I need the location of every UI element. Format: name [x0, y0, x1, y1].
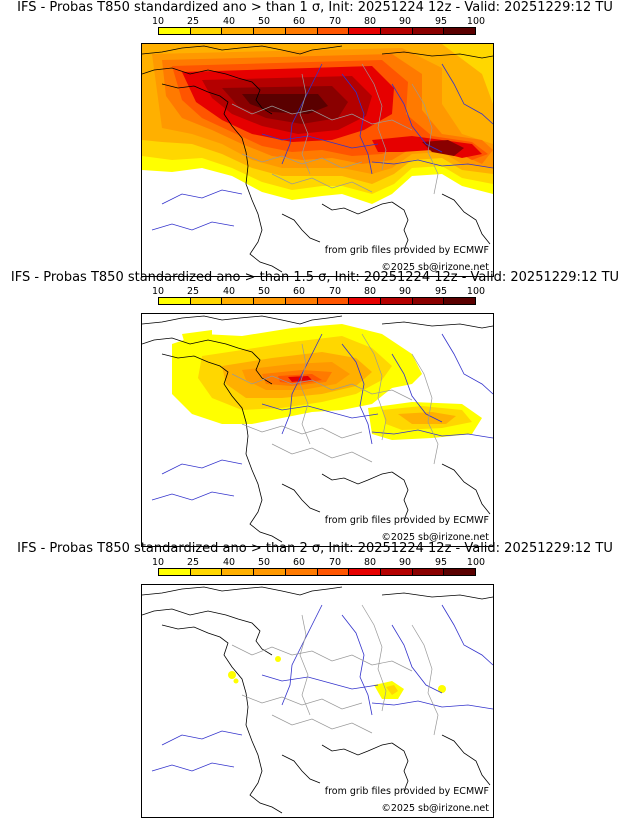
- colorbar-swatch: [444, 298, 476, 304]
- colorbar-label: 25: [186, 286, 200, 297]
- colorbar-swatch: [349, 569, 381, 575]
- colorbar-swatch: [159, 298, 191, 304]
- colorbar-label: 90: [398, 286, 412, 297]
- colorbar-swatch: [285, 28, 318, 34]
- colorbar-swatch: [190, 298, 223, 304]
- colorbar-label: 90: [398, 16, 412, 27]
- prob-area-80: [288, 376, 312, 382]
- source-credit: from grib files provided by ECMWF: [324, 515, 489, 526]
- colorbar-label: 90: [398, 557, 412, 568]
- colorbar-swatch: [254, 298, 286, 304]
- probability-map: from grib files provided by ECMWF ©2025 …: [141, 43, 494, 277]
- colorbar-swatch: [222, 28, 255, 34]
- probability-map: from grib files provided by ECMWF ©2025 …: [141, 313, 494, 547]
- colorbar-swatch: [317, 28, 350, 34]
- colorbar-swatch: [380, 298, 413, 304]
- colorbar-label: 95: [434, 286, 448, 297]
- colorbar: [158, 568, 476, 576]
- colorbar-label: 100: [466, 557, 486, 568]
- colorbar-label: 80: [363, 286, 377, 297]
- colorbar-label: 95: [434, 557, 448, 568]
- prob-area-40b: [398, 412, 456, 424]
- colorbar-swatch: [285, 298, 318, 304]
- colorbar-label: 80: [363, 557, 377, 568]
- colorbar-label: 70: [328, 557, 342, 568]
- colorbar-label: 40: [222, 16, 236, 27]
- colorbar-swatch: [159, 569, 191, 575]
- colorbar-swatch: [412, 298, 445, 304]
- colorbar-swatch: [317, 569, 350, 575]
- colorbar-label: 60: [292, 557, 306, 568]
- prob-spot-2: [275, 656, 281, 662]
- colorbar-label: 10: [151, 286, 165, 297]
- colorbar-swatch: [412, 28, 445, 34]
- copyright-credit: ©2025 sb@irizone.net: [381, 803, 489, 814]
- prob-spot-4: [438, 685, 446, 693]
- colorbar-label: 40: [222, 286, 236, 297]
- colorbar-swatch: [254, 28, 286, 34]
- colorbar-swatch: [190, 569, 223, 575]
- colorbar-label: 50: [257, 557, 271, 568]
- colorbar-swatch: [222, 569, 255, 575]
- copyright-credit: ©2025 sb@irizone.net: [381, 262, 489, 273]
- panel-title: IFS - Probas T850 standardized ano > tha…: [10, 270, 620, 285]
- prob-area-95b: [422, 140, 464, 156]
- colorbar-label: 10: [151, 557, 165, 568]
- colorbar-label: 100: [466, 286, 486, 297]
- map-panel-2sigma: IFS - Probas T850 standardized ano > tha…: [0, 541, 630, 818]
- colorbar-label: 70: [328, 16, 342, 27]
- colorbar-label: 50: [257, 16, 271, 27]
- colorbar-label: 25: [186, 557, 200, 568]
- colorbar-label: 10: [151, 16, 165, 27]
- prob-spot-5: [233, 678, 239, 684]
- colorbar-label: 100: [466, 16, 486, 27]
- colorbar-labels: 10 25 40 50 60 70 80 90 95 100: [152, 16, 485, 27]
- colorbar-swatch: [349, 298, 381, 304]
- colorbar-label: 50: [257, 286, 271, 297]
- prob-area-100: [242, 94, 328, 114]
- colorbar-label: 80: [363, 16, 377, 27]
- colorbar-swatch: [222, 298, 255, 304]
- panel-title: IFS - Probas T850 standardized ano > tha…: [17, 541, 613, 556]
- colorbar-swatch: [159, 28, 191, 34]
- prob-spot-1: [228, 671, 236, 679]
- panel-title: IFS - Probas T850 standardized ano > tha…: [17, 0, 613, 15]
- source-credit: from grib files provided by ECMWF: [324, 245, 489, 256]
- colorbar-swatch: [317, 298, 350, 304]
- colorbar-swatch: [444, 569, 476, 575]
- map-panel-1sigma: IFS - Probas T850 standardized ano > tha…: [0, 0, 630, 277]
- colorbar-swatch: [380, 28, 413, 34]
- colorbar-label: 40: [222, 557, 236, 568]
- colorbar-swatch: [412, 569, 445, 575]
- colorbar-swatch: [254, 569, 286, 575]
- source-credit: from grib files provided by ECMWF: [324, 786, 489, 797]
- map-canvas: [142, 315, 493, 543]
- map-panel-1-5sigma: IFS - Probas T850 standardized ano > tha…: [0, 270, 630, 547]
- colorbar: [158, 297, 476, 305]
- colorbar-swatch: [190, 28, 223, 34]
- colorbar-label: 70: [328, 286, 342, 297]
- colorbar-labels: 10 25 40 50 60 70 80 90 95 100: [152, 286, 485, 297]
- map-canvas: [142, 44, 493, 273]
- probability-map: from grib files provided by ECMWF ©2025 …: [141, 584, 494, 818]
- copyright-credit: ©2025 sb@irizone.net: [381, 532, 489, 543]
- colorbar-label: 25: [186, 16, 200, 27]
- colorbar-labels: 10 25 40 50 60 70 80 90 95 100: [152, 557, 485, 568]
- colorbar-swatch: [349, 28, 381, 34]
- colorbar-label: 60: [292, 286, 306, 297]
- colorbar-label: 60: [292, 16, 306, 27]
- prob-spot-3b: [386, 685, 398, 695]
- colorbar-swatch: [380, 569, 413, 575]
- colorbar-swatch: [444, 28, 476, 34]
- colorbar-swatch: [285, 569, 318, 575]
- colorbar-label: 95: [434, 16, 448, 27]
- colorbar: [158, 27, 476, 35]
- map-canvas: [142, 586, 493, 814]
